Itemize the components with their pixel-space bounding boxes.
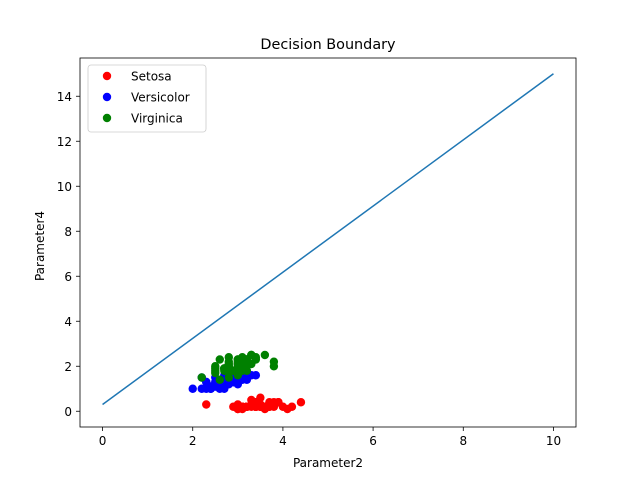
- point-setosa: [287, 402, 297, 411]
- legend-label-setosa: Setosa: [131, 70, 172, 84]
- y-tick-label: 10: [57, 180, 72, 194]
- point-virginica: [251, 355, 261, 364]
- x-tick-label: 4: [279, 434, 287, 448]
- point-virginica: [233, 366, 243, 375]
- point-virginica: [197, 373, 206, 382]
- x-tick-label: 6: [369, 434, 377, 448]
- point-virginica: [260, 350, 270, 360]
- x-tick-label: 8: [459, 434, 467, 448]
- point-versicolor: [251, 371, 261, 380]
- series-virginica: [197, 350, 279, 384]
- point-versicolor: [211, 382, 220, 391]
- x-axis-label: Parameter2: [293, 456, 363, 470]
- axes-frame: [79, 57, 577, 428]
- point-virginica: [224, 373, 233, 382]
- decision-boundary-line: [102, 73, 554, 406]
- legend: Setosa Versicolor Virginica: [87, 64, 207, 133]
- x-tick-label: 0: [99, 434, 107, 448]
- point-virginica: [215, 375, 224, 384]
- y-tick-label: 8: [64, 225, 72, 239]
- y-tick-label: 12: [57, 135, 72, 149]
- legend-label-virginica: Virginica: [131, 112, 183, 126]
- point-setosa: [265, 402, 274, 411]
- point-setosa: [233, 400, 243, 409]
- plot-area: [79, 57, 577, 428]
- point-setosa: [256, 393, 265, 402]
- y-tick-label: 14: [57, 90, 72, 104]
- legend-marker-setosa: [102, 71, 112, 81]
- point-virginica: [220, 364, 229, 373]
- series-setosa: [202, 393, 306, 414]
- x-tick-label: 2: [189, 434, 197, 448]
- point-setosa: [202, 400, 211, 409]
- x-tick-label: 10: [546, 434, 561, 448]
- point-virginica: [269, 362, 279, 371]
- y-tick-label: 0: [64, 405, 72, 419]
- y-tick-label: 4: [64, 315, 72, 329]
- y-axis-label: Parameter4: [33, 211, 47, 281]
- y-tick-label: 2: [64, 360, 72, 374]
- point-versicolor: [202, 384, 211, 393]
- legend-marker-versicolor: [102, 92, 112, 102]
- point-setosa: [247, 402, 256, 411]
- point-setosa: [256, 400, 265, 409]
- point-virginica: [233, 355, 243, 364]
- point-setosa: [296, 398, 306, 407]
- x-axis-ticks: 0 2 4 6 8 10: [99, 427, 561, 448]
- point-virginica: [211, 364, 220, 373]
- legend-label-versicolor: Versicolor: [131, 91, 190, 105]
- y-tick-label: 6: [64, 270, 72, 284]
- point-versicolor: [188, 384, 197, 393]
- y-axis-ticks: 0 2 4 6 8 10 12 14: [57, 90, 80, 419]
- legend-box: [87, 64, 207, 133]
- point-virginica: [215, 355, 224, 364]
- chart-title: Decision Boundary: [260, 37, 396, 53]
- point-virginica: [224, 357, 233, 366]
- legend-marker-virginica: [102, 113, 112, 123]
